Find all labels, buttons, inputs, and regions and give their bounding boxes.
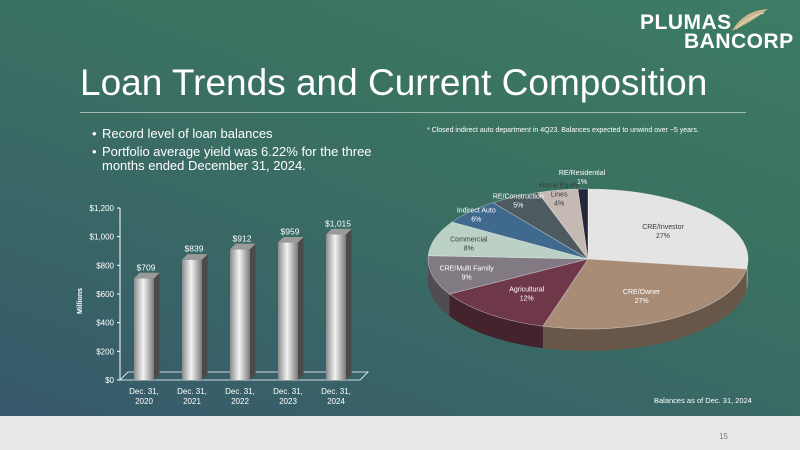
bullet-item: Record level of loan balances bbox=[92, 127, 392, 142]
bar-side bbox=[202, 254, 208, 380]
bar-side bbox=[346, 228, 352, 380]
pie-slice-side bbox=[746, 259, 748, 291]
page-number: 15 bbox=[719, 432, 728, 441]
pie-slice-label: RE/Residential bbox=[559, 170, 606, 177]
footnote: * Closed indirect auto department in 4Q2… bbox=[427, 127, 699, 134]
x-tick-label: Dec. 31, bbox=[273, 387, 303, 396]
pie-slice-label: CRE/Multi Family bbox=[440, 265, 495, 272]
bar-value-label: $912 bbox=[233, 233, 252, 243]
y-tick-label: $1,000 bbox=[90, 233, 115, 242]
bar bbox=[278, 242, 298, 380]
pie-slice-label: Lines bbox=[551, 192, 568, 199]
bar-side bbox=[298, 236, 304, 380]
bar-side bbox=[154, 272, 160, 380]
pie-slice bbox=[427, 255, 589, 295]
x-tick-label: 2023 bbox=[279, 397, 297, 406]
x-tick-label: 2022 bbox=[231, 397, 249, 406]
loan-composition-pie-chart: CRE/Investor 27% CRE/Owner 27% Agricultural 1… bbox=[427, 170, 749, 351]
bar-top bbox=[326, 228, 352, 235]
pie-slice-label: Agricultural bbox=[509, 287, 544, 294]
pie-slice-side bbox=[542, 269, 747, 351]
x-tick-label: Dec. 31, bbox=[129, 387, 159, 396]
bar-value-label: $839 bbox=[185, 244, 204, 254]
bar-value-label: $709 bbox=[137, 262, 156, 272]
bullet-list: Record level of loan balances Portfolio … bbox=[92, 127, 392, 177]
pie-slice-label: 6% bbox=[471, 216, 481, 223]
x-tick-label: 2020 bbox=[135, 397, 153, 406]
pie-slice bbox=[587, 188, 749, 270]
loan-trends-bar-chart: $0 $200 $400 $600 $800 $1,000 $1,200 Millions $7… bbox=[77, 204, 369, 406]
pie-slice-label: RE/Construction bbox=[493, 193, 544, 200]
logo-line-2: BANCORP bbox=[684, 30, 794, 53]
x-tick-label: Dec. 31, bbox=[321, 387, 351, 396]
pie-slice-label: 8% bbox=[464, 245, 474, 252]
slide-background: PLUMAS BANCORP Loan Trends and Current C… bbox=[0, 0, 800, 416]
bar bbox=[326, 234, 346, 380]
slide-title: Loan Trends and Current Composition bbox=[80, 62, 708, 103]
x-tick-label: 2024 bbox=[327, 397, 345, 406]
pie-slice-label: CRE/Owner bbox=[623, 289, 661, 296]
pie-slice-label: 9% bbox=[462, 274, 472, 281]
pie-slice-label: 1% bbox=[577, 179, 587, 186]
pie-slice-label: 12% bbox=[520, 296, 534, 303]
y-tick-label: $600 bbox=[96, 290, 114, 299]
balances-as-of-label: Balances as of Dec. 31, 2024 bbox=[654, 396, 752, 405]
bullet-item: Portfolio average yield was 6.22% for th… bbox=[92, 145, 392, 173]
y-tick-label: $1,200 bbox=[90, 204, 115, 213]
x-tick-label: Dec. 31, bbox=[225, 387, 255, 396]
y-axis-title: Millions bbox=[77, 288, 84, 314]
pie-slice-label: CRE/Investor bbox=[642, 224, 684, 231]
pie-slice-label: Home Equity bbox=[539, 183, 580, 190]
pie-slice-side bbox=[428, 259, 450, 316]
plumas-bancorp-logo: PLUMAS BANCORP bbox=[640, 9, 793, 52]
bar bbox=[230, 249, 250, 380]
pie-slice-label: Commercial bbox=[450, 236, 488, 243]
y-tick-label: $400 bbox=[96, 319, 114, 328]
bar-top bbox=[182, 254, 208, 260]
bar-top bbox=[278, 236, 304, 243]
logo-line-1: PLUMAS bbox=[640, 11, 732, 34]
bar-top bbox=[134, 272, 160, 279]
bar-value-label: $1,015 bbox=[325, 219, 351, 229]
bar-value-label: $959 bbox=[281, 227, 300, 237]
bar-top bbox=[230, 243, 256, 250]
pie-slice-label: 4% bbox=[554, 201, 564, 208]
footer-bar: 15 bbox=[0, 416, 800, 450]
bar bbox=[182, 259, 202, 380]
x-tick-label: 2021 bbox=[183, 397, 201, 406]
y-tick-label: $0 bbox=[105, 376, 114, 385]
y-tick-label: $200 bbox=[96, 347, 114, 356]
x-tick-label: Dec. 31, bbox=[177, 387, 207, 396]
pie-slice-label: 5% bbox=[513, 202, 523, 209]
pie-slice-label: 27% bbox=[656, 233, 670, 240]
title-divider bbox=[80, 112, 746, 113]
pie-slice bbox=[542, 258, 747, 330]
bar-side bbox=[250, 243, 256, 380]
pie-slice bbox=[448, 258, 589, 327]
y-tick-label: $800 bbox=[96, 261, 114, 270]
pie-slice-label: Indirect Auto bbox=[457, 207, 496, 214]
feather-icon bbox=[732, 9, 768, 31]
bar bbox=[134, 278, 154, 380]
pie-slice-label: 27% bbox=[635, 298, 649, 305]
pie-slice bbox=[577, 188, 589, 260]
